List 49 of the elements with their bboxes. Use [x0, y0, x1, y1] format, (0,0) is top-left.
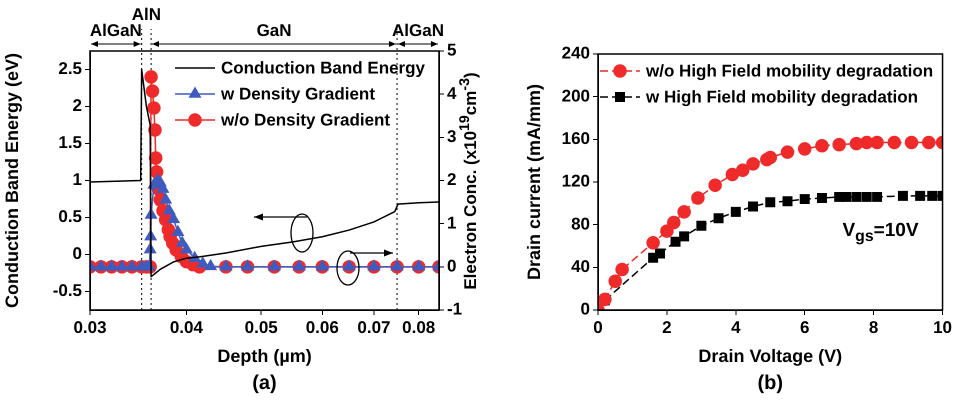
y-tick-label: 1.5	[58, 133, 82, 152]
text: (a)	[252, 372, 277, 395]
y-tick-label: 0.5	[58, 207, 82, 226]
y2-tick-label: 2	[447, 170, 456, 190]
legend-label: w/o High Field mobility degradation	[645, 62, 934, 81]
y-tick-label: 1	[72, 170, 82, 190]
y2-tick-label: 3	[447, 127, 456, 146]
legend-label: Conduction Band Energy	[221, 58, 426, 78]
y2-tick-label: 1	[447, 213, 456, 232]
annotation: V$_{gs}$=10V	[842, 220, 919, 246]
y2-tick-label: 0	[447, 256, 456, 276]
y-tick-label: 0	[580, 300, 590, 319]
legend-label: w Density Gradient	[220, 84, 376, 104]
text: GaN	[256, 21, 292, 40]
x-tick-label: 6	[800, 318, 810, 337]
y-tick-label: 2.5	[58, 59, 82, 78]
x-tick-label: 0.04	[170, 318, 204, 337]
x-tick-label: 0.08	[402, 318, 436, 337]
y2-tick-label: -1	[447, 300, 462, 319]
y-tick-label: 200	[562, 86, 590, 106]
y-tick-label: 0	[72, 244, 82, 264]
x-tick-label: 0	[593, 318, 603, 337]
y-tick-label: 120	[562, 172, 590, 191]
legend-label: w High Field mobility degradation	[645, 88, 918, 107]
y-tick-label: -0.5	[52, 281, 82, 300]
text: AlN	[132, 5, 162, 24]
y-tick-label: 80	[571, 214, 590, 234]
x-tick-label: 10	[933, 318, 952, 337]
y-tick-label: 160	[562, 129, 590, 148]
text: (b)	[757, 372, 784, 395]
text: AlGaN	[90, 21, 142, 40]
x-tick-label: 2	[662, 318, 672, 337]
x-tick-label: 0.06	[306, 318, 339, 337]
x-tick-label: 8	[868, 318, 878, 337]
x-tick-label: 0.03	[73, 318, 107, 337]
x-tick-label: 4	[731, 318, 742, 337]
y-tick-label: 240	[562, 44, 590, 63]
y-axis-title: Drain current (mA/mm)	[524, 84, 544, 280]
text: AlGaN	[392, 21, 444, 40]
x-axis-title: Drain Voltage (V)	[698, 346, 842, 366]
y2-tick-label: 5	[447, 40, 456, 60]
x-axis-title: Depth (µm)	[217, 346, 312, 366]
y2-tick-label: 4	[447, 84, 457, 103]
x-tick-label: 0.07	[357, 318, 390, 337]
x-tick-label: 0.05	[244, 318, 278, 337]
y-tick-label: 2	[72, 96, 82, 116]
legend-label: w/o Density Gradient	[220, 110, 390, 130]
y-tick-label: 40	[571, 257, 590, 276]
y-axis-title: Conduction Band Energy (eV)	[2, 52, 22, 308]
